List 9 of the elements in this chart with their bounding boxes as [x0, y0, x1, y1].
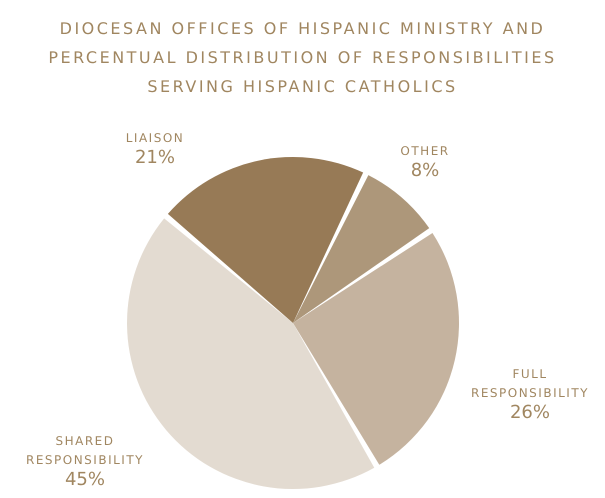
data-label: 45% [64, 469, 106, 490]
data-label: 8% [410, 160, 440, 181]
slice-label: OTHER [400, 144, 450, 158]
slice-label: SHARED RESPONSIBILITY [26, 434, 144, 467]
slice-label: LIAISON [126, 131, 184, 145]
data-label: 21% [134, 147, 176, 168]
slice-label: FULL RESPONSIBILITY [470, 367, 590, 400]
chart-title: DIOCESAN OFFICES OF HISPANIC MINISTRY AND PERCENTUAL DISTRIBUTION OF RESPONSIBILITIES SERVING HISPANIC CATHOLICS [47, 18, 558, 98]
data-label: 26% [510, 402, 550, 423]
